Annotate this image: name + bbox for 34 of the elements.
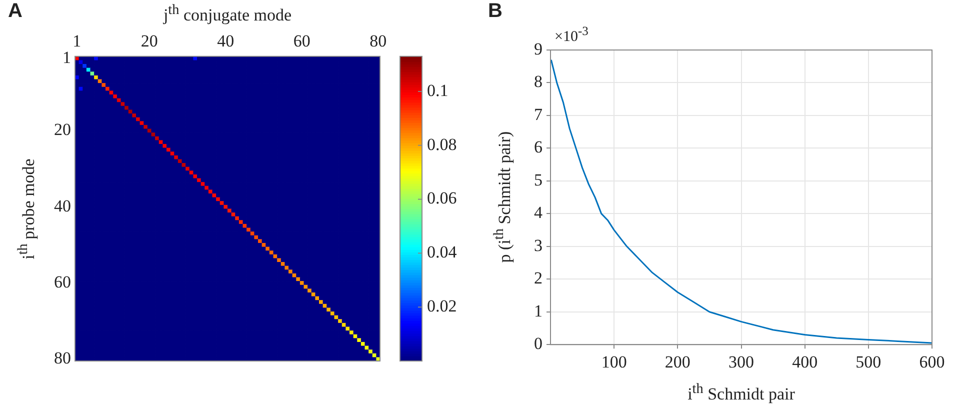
y-tick-label: 4 — [534, 203, 543, 222]
x-axis-title: j$^{th}$ conjugate mode — [163, 2, 292, 26]
x-tick-label: 80 — [370, 32, 387, 51]
y-tick-label: 7 — [534, 104, 543, 124]
y-tick-label: 2 — [534, 268, 542, 288]
x-tick-label: 500 — [856, 352, 882, 372]
y-tick-label: 60 — [54, 272, 71, 292]
y-tick-label: 1 — [62, 48, 71, 67]
x-tick-label: 600 — [919, 352, 945, 372]
text: A — [8, 0, 22, 23]
y-tick-label: 9 — [534, 39, 542, 58]
y-tick-label: 3 — [534, 236, 542, 255]
y-tick-label: 40 — [54, 196, 71, 216]
color-bar-label: 0.06 — [427, 188, 457, 208]
text: ×10$^{-3}$ — [554, 24, 588, 46]
x-tick-label: 100 — [601, 352, 627, 372]
y-tick-label: 20 — [54, 120, 71, 140]
x-tick-label: 40 — [217, 32, 234, 51]
color-bar-label: 0.04 — [427, 242, 458, 262]
x-tick-label: 200 — [664, 352, 690, 372]
color-bar-label: 0.08 — [427, 134, 457, 154]
x-tick-label: 60 — [293, 32, 310, 51]
y-tick-label: 0 — [534, 334, 542, 354]
text: B — [488, 0, 502, 23]
y-tick-label: 8 — [534, 72, 542, 92]
y-tick-label: 6 — [534, 138, 542, 157]
x-tick-label: 400 — [792, 352, 818, 372]
x-axis-title: i$^{th}$ Schmidt pair — [688, 380, 795, 404]
color-bar-label: 0.02 — [427, 296, 457, 316]
x-tick-label: 20 — [140, 32, 158, 51]
y-tick-label: 5 — [534, 170, 542, 190]
color-bar-label: 0.1 — [427, 80, 448, 100]
x-tick-label: 300 — [728, 352, 754, 372]
y-tick-label: 1 — [534, 301, 542, 320]
